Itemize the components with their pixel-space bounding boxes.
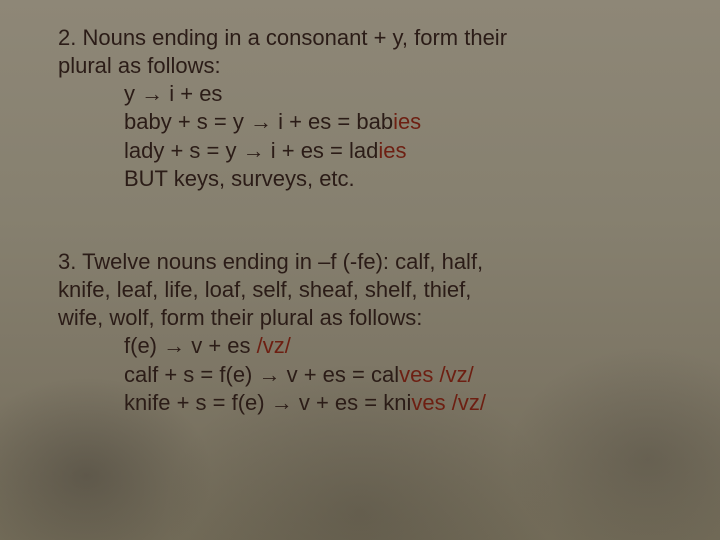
ex-text: calf + s = f(e) — [124, 362, 259, 387]
section-2-but: BUT keys, surveys, etc. — [58, 165, 668, 193]
highlight-phonetic: /vz/ — [257, 333, 291, 358]
ex-text: i + es = bab — [272, 109, 393, 134]
section-2-example-1: baby + s = y → i + es = babies — [58, 108, 668, 136]
highlight-phonetic: /vz/ — [440, 362, 474, 387]
section-3: 3. Twelve nouns ending in –f (-fe): calf… — [58, 248, 668, 417]
highlight-suffix: ies — [378, 138, 406, 163]
ex-text: v + es = kni — [293, 390, 412, 415]
section-3-rule: f(e) → v + es /vz/ — [58, 332, 668, 360]
ex-text: knife + s = f(e) — [124, 390, 271, 415]
arrow-icon: → — [259, 362, 281, 387]
rule-text-post: i + es — [163, 81, 222, 106]
highlight-suffix: ies — [393, 109, 421, 134]
section-3-lead-line-3: wife, wolf, form their plural as follows… — [58, 304, 668, 332]
ex-text: lady + s = y — [124, 138, 243, 163]
rule-text-a: f(e) — [124, 333, 163, 358]
section-2-lead-line-1: 2. Nouns ending in a consonant + y, form… — [58, 24, 668, 52]
section-2-example-2: lady + s = y → i + es = ladies — [58, 137, 668, 165]
section-3-lead-line-1: 3. Twelve nouns ending in –f (-fe): calf… — [58, 248, 668, 276]
arrow-icon: → — [163, 333, 185, 358]
ex-text: i + es = lad — [265, 138, 379, 163]
rule-text-b: v + es — [185, 333, 257, 358]
section-3-lead-line-2: knife, leaf, life, loaf, self, sheaf, sh… — [58, 276, 668, 304]
highlight-phonetic: /vz/ — [452, 390, 486, 415]
rule-text-pre: y — [124, 81, 141, 106]
ex-text: baby + s = y — [124, 109, 250, 134]
slide: 2. Nouns ending in a consonant + y, form… — [0, 0, 720, 540]
arrow-icon: → — [141, 81, 163, 106]
section-3-example-1: calf + s = f(e) → v + es = calves /vz/ — [58, 361, 668, 389]
arrow-icon: → — [271, 390, 293, 415]
highlight-suffix: ves — [411, 390, 445, 415]
section-3-example-2: knife + s = f(e) → v + es = knives /vz/ — [58, 389, 668, 417]
arrow-icon: → — [243, 138, 265, 163]
highlight-suffix: ves — [399, 362, 433, 387]
arrow-icon: → — [250, 109, 272, 134]
section-2: 2. Nouns ending in a consonant + y, form… — [58, 24, 668, 193]
section-2-lead-line-2: plural as follows: — [58, 52, 668, 80]
ex-text: v + es = cal — [281, 362, 400, 387]
section-2-rule: y → i + es — [58, 80, 668, 108]
